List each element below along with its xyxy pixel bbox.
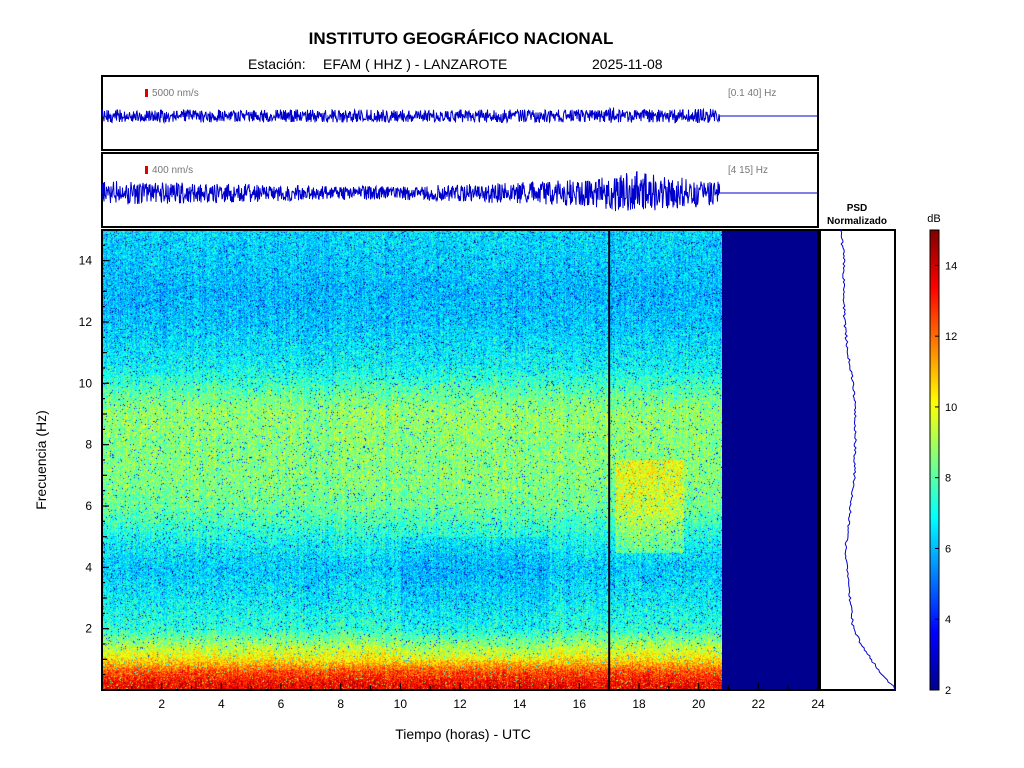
panel2-band-label: [4 15] Hz [728, 165, 768, 176]
spectrogram-ytick-label: 4 [85, 560, 92, 574]
colorbar-tick-label: 6 [945, 543, 951, 555]
figure-title: INSTITUTO GEOGRÁFICO NACIONAL [309, 29, 614, 48]
spectrogram-ytick-label: 10 [79, 376, 93, 390]
panel2-trace [101, 170, 818, 212]
spectrogram-ytick-label: 6 [85, 499, 92, 513]
colorbar-ramp [929, 229, 940, 691]
station-date: 2025-11-08 [592, 56, 663, 72]
spectrogram-xtick-label: 22 [752, 697, 766, 711]
spectrogram-xtick-label: 4 [218, 697, 225, 711]
station-prefix: Estación: [248, 56, 306, 72]
psd-frame [819, 229, 896, 691]
psd-curve [839, 229, 896, 691]
panel1-trace [101, 106, 818, 125]
panel1-scale-marker [145, 89, 148, 97]
spectrogram-ytick-label: 8 [85, 438, 92, 452]
seismogram-broadband-panel: 5000 nm/s [0.1 40] Hz [101, 75, 819, 151]
spectrogram-xtick-label: 18 [632, 697, 646, 711]
station-name: EFAM ( HHZ ) - LANZAROTE [323, 56, 507, 72]
spectrogram-xtick-label: 10 [394, 697, 408, 711]
spectrogram-xtick-label: 20 [692, 697, 706, 711]
colorbar-tick-label: 2 [945, 685, 951, 697]
spectrogram-xtick-label: 14 [513, 697, 527, 711]
colorbar-unit: dB [927, 213, 940, 225]
colorbar-tick-label: 10 [945, 402, 957, 414]
panel1-band-label: [0.1 40] Hz [728, 88, 776, 99]
panel1-scale-label: 5000 nm/s [152, 88, 199, 99]
colorbar-tick-label: 14 [945, 260, 957, 272]
spectrogram-ytick-label: 12 [79, 315, 93, 329]
spectrogram-xtick-label: 16 [573, 697, 587, 711]
colorbar-tick-label: 4 [945, 614, 951, 626]
spectrogram-xtick-label: 6 [278, 697, 285, 711]
spectrogram-xlabel: Tiempo (horas) - UTC [395, 726, 531, 742]
psd-title-line1: PSD [847, 203, 868, 214]
panel2-scale-label: 400 nm/s [152, 165, 193, 176]
colorbar-tick-label: 8 [945, 473, 951, 485]
colorbar: dB 2 4 6 8 10 12 14 [927, 213, 957, 697]
panel2-scale-marker [145, 166, 148, 174]
psd-panel: PSD Normalizado [819, 203, 896, 691]
seismogram-filtered-panel: 400 nm/s [4 15] Hz [101, 152, 819, 228]
spectrogram-xtick-label: 12 [453, 697, 467, 711]
colorbar-tick-label: 12 [945, 331, 957, 343]
spectrogram-no-data-region [722, 230, 818, 690]
spectrogram-ytick-label: 14 [79, 254, 93, 268]
spectrogram-ylabel: Frecuencia (Hz) [33, 410, 49, 510]
spectrogram-xtick-label: 24 [811, 697, 825, 711]
spectrogram-ytick-label: 2 [85, 622, 92, 636]
spectrogram-image [102, 230, 722, 690]
spectrogram-xtick-label: 2 [158, 697, 165, 711]
psd-title-line2: Normalizado [827, 216, 887, 227]
spectrogram-xtick-label: 8 [337, 697, 344, 711]
